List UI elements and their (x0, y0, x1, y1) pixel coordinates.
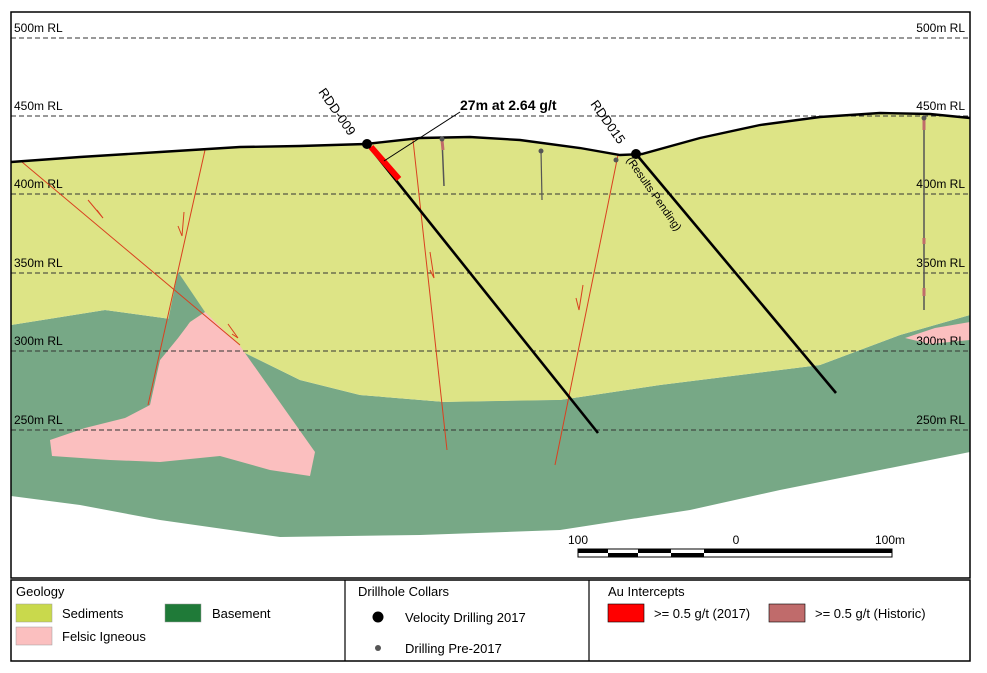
geology-layers (11, 113, 970, 537)
drillhole-traces (362, 115, 927, 434)
felsic-igneous-body-east (905, 322, 970, 344)
intercept-callout: 27m at 2.64 g/t (460, 97, 557, 113)
scale-bar-seg-4 (671, 553, 704, 557)
legend-velocity-label: Velocity Drilling 2017 (405, 610, 526, 625)
elevation-labels-right: 500m RL 450m RL 400m RL 350m RL 300m RL … (916, 21, 965, 427)
legend-pre2017-label: Drilling Pre-2017 (405, 641, 502, 656)
rl-250-label-left: 250m RL (14, 413, 63, 427)
legend-collars-title: Drillhole Collars (358, 584, 450, 599)
fault-arrow-3 (227, 323, 239, 339)
scale-bar-seg-3 (638, 549, 671, 553)
scale-label-right: 100m (875, 533, 905, 547)
legend-sediments-swatch (15, 603, 53, 623)
rdd015-label: RDD015 (588, 97, 629, 146)
legend-basement-swatch (164, 603, 202, 623)
fault-3 (412, 139, 448, 451)
basement-sliver (160, 272, 205, 360)
legend-collars: Drillhole Collars Velocity Drilling 2017… (358, 584, 526, 656)
velocity-collar-rdd015 (631, 149, 641, 159)
fault-arrow-5 (575, 284, 584, 311)
ground-surface (10, 111, 971, 164)
pre2017-collar-4 (921, 115, 927, 121)
rl-500-label-left: 500m RL (14, 21, 63, 35)
legend-sediments-label: Sediments (62, 606, 124, 621)
scale-bar-seg-1 (578, 549, 608, 553)
historic-intercept-4 (440, 139, 445, 151)
legend-intercepts-title: Au Intercepts (608, 584, 685, 599)
felsic-igneous-body (50, 272, 315, 476)
legend-geology-title: Geology (16, 584, 65, 599)
legend-historic-swatch (768, 603, 806, 623)
rl-400-label-right: 400m RL (916, 177, 965, 191)
pre2017-collar-2 (538, 148, 544, 154)
sediments-unit (11, 113, 970, 402)
fault-2 (147, 149, 206, 406)
pre2017-hole-2 (540, 149, 543, 201)
pre2017-collar-3 (613, 157, 619, 163)
fault-arrow-1 (87, 199, 104, 219)
legend-basement-label: Basement (212, 606, 271, 621)
drillhole-rdd009-trace (365, 143, 600, 434)
legend-felsic-swatch (15, 626, 53, 646)
intercept-2017-rdd009 (368, 145, 402, 181)
legend-velocity-marker (372, 611, 384, 623)
callout-leader (383, 111, 461, 162)
fault-arrow-2 (177, 211, 185, 237)
fault-4 (554, 154, 619, 466)
rl-300-label-right: 300m RL (916, 334, 965, 348)
scale-label-mid: 0 (733, 533, 740, 547)
scale-label-left: 100 (568, 533, 588, 547)
fault-1 (21, 161, 241, 346)
legend-historic-label: >= 0.5 g/t (Historic) (815, 606, 926, 621)
scale-bar-seg-2 (608, 553, 638, 557)
rl-350-label-right: 350m RL (916, 256, 965, 270)
rdd009-label: RDD-009 (316, 85, 359, 138)
rl-450-label-right: 450m RL (916, 99, 965, 113)
scale-bar: 100 0 100m (568, 533, 905, 558)
legend-geology: Geology Sediments Basement Felsic Igneou… (15, 584, 271, 646)
pre2017-collar-1 (439, 136, 445, 142)
fault-arrow-4 (429, 251, 435, 279)
section-frame (10, 11, 971, 579)
faults (21, 139, 619, 466)
legend-felsic-label: Felsic Igneous (62, 629, 146, 644)
drillhole-rdd015-trace (635, 153, 837, 394)
elevation-labels-left: 500m RL 450m RL 400m RL 350m RL 300m RL … (14, 21, 63, 427)
scale-bar-seg-5 (704, 549, 736, 553)
basement-lens (448, 400, 572, 430)
rl-300-label-left: 300m RL (14, 334, 63, 348)
legend-pre2017-marker (375, 645, 381, 651)
rl-350-label-left: 350m RL (14, 256, 63, 270)
velocity-collar-rdd009 (362, 139, 372, 149)
rl-400-label-left: 400m RL (14, 177, 63, 191)
legend-intercepts: Au Intercepts >= 0.5 g/t (2017) >= 0.5 g… (607, 584, 926, 623)
rl-450-label-left: 450m RL (14, 99, 63, 113)
rl-250-label-right: 250m RL (916, 413, 965, 427)
legend-2017-swatch (607, 603, 645, 623)
legend-2017-label: >= 0.5 g/t (2017) (654, 606, 750, 621)
scale-bar-seg-6 (736, 549, 892, 553)
rl-500-label-right: 500m RL (916, 21, 965, 35)
